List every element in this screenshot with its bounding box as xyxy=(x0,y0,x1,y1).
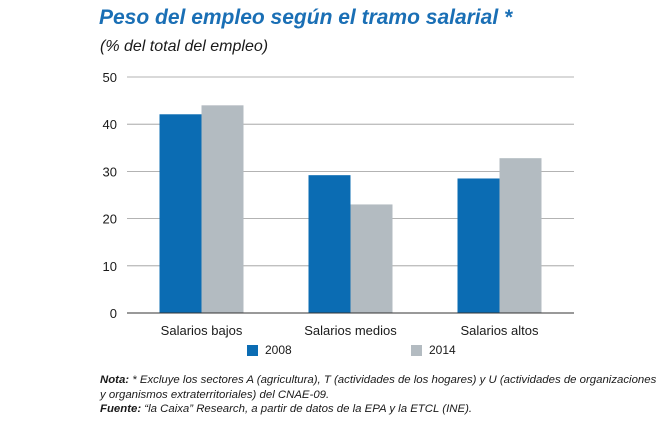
legend-label-2014: 2014 xyxy=(429,343,456,357)
y-tick-label: 10 xyxy=(103,259,117,274)
y-axis-ticks: 0 10 20 30 40 50 xyxy=(103,70,117,321)
legend-item-2014: 2014 xyxy=(411,343,456,357)
y-tick-label: 20 xyxy=(103,212,117,227)
y-tick-label: 30 xyxy=(103,164,117,179)
legend-item-2008: 2008 xyxy=(247,343,292,357)
y-tick-label: 40 xyxy=(103,117,117,132)
legend-label-2008: 2008 xyxy=(265,343,292,357)
source-line: Fuente: “la Caixa” Research, a partir de… xyxy=(100,402,660,417)
bar-2008-0 xyxy=(159,114,202,314)
bar-2008-2 xyxy=(457,178,500,313)
y-tick-label: 50 xyxy=(103,70,117,85)
x-tick-label: Salarios medios xyxy=(304,323,397,338)
legend-swatch-2014 xyxy=(411,344,422,356)
bar-2008-1 xyxy=(308,175,351,313)
x-axis-ticks: Salarios bajos Salarios medios Salarios al… xyxy=(161,323,539,338)
note-line: Nota: * Excluye los sectores A (agricult… xyxy=(100,373,660,402)
note-text: * Excluye los sectores A (agricultura), … xyxy=(100,374,657,401)
bar-2014-0 xyxy=(201,105,244,313)
chart-subtitle: (% del total del empleo) xyxy=(100,38,269,55)
bar-2014-2 xyxy=(499,158,542,313)
source-text: “la Caixa” Research, a partir de datos d… xyxy=(141,403,473,415)
notes: Nota: * Excluye los sectores A (agricult… xyxy=(100,373,660,417)
note-label: Nota: xyxy=(100,374,130,386)
source-label: Fuente: xyxy=(100,403,142,415)
chart-title: Peso del empleo según el tramo salarial … xyxy=(99,6,513,29)
legend: 2008 2014 xyxy=(0,343,665,363)
x-tick-label: Salarios altos xyxy=(460,323,539,338)
x-tick-label: Salarios bajos xyxy=(161,323,243,338)
bar-chart: 0 10 20 30 40 50 Salarios bajos Salarios medio… xyxy=(103,70,574,338)
y-tick-label: 0 xyxy=(110,306,117,321)
bar-2014-1 xyxy=(350,204,393,313)
bars xyxy=(159,105,542,314)
legend-swatch-2008 xyxy=(247,344,258,356)
